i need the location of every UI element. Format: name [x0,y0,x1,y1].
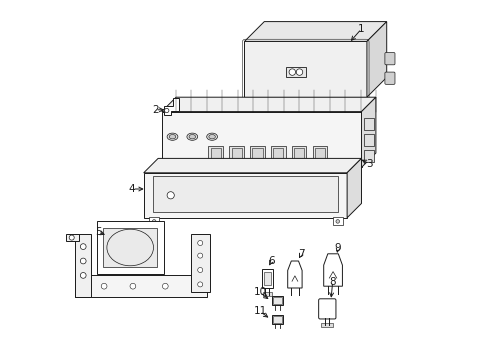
Bar [321,323,333,327]
Circle shape [167,192,174,199]
Polygon shape [366,22,386,97]
Circle shape [197,240,203,246]
Ellipse shape [208,135,215,139]
Text: 9: 9 [334,243,341,253]
Bar [152,176,337,212]
Bar [103,228,157,267]
Text: 8: 8 [329,276,335,287]
Bar [294,148,304,163]
Polygon shape [287,261,302,288]
Circle shape [162,283,168,289]
Circle shape [80,258,86,264]
Bar [364,150,374,162]
Circle shape [164,108,168,113]
Bar [285,67,305,77]
Polygon shape [244,22,386,41]
Ellipse shape [169,135,175,139]
Ellipse shape [186,133,197,140]
FancyBboxPatch shape [384,53,394,65]
Text: 10: 10 [253,287,266,297]
Bar [272,296,283,305]
Polygon shape [162,112,361,167]
Bar [262,292,271,296]
Circle shape [288,69,295,75]
Bar [149,217,159,225]
Bar [208,146,223,166]
Circle shape [335,220,339,223]
Bar [210,148,220,163]
Bar [75,234,91,297]
Polygon shape [162,97,375,112]
Circle shape [69,235,74,240]
Bar [364,118,374,130]
Polygon shape [143,158,361,173]
Polygon shape [346,158,361,218]
Bar [97,221,163,274]
Circle shape [152,220,156,223]
Circle shape [296,69,302,75]
Ellipse shape [167,133,178,140]
Bar [314,148,325,163]
Bar [263,272,270,285]
Circle shape [197,282,203,287]
Bar [364,134,374,146]
Text: 6: 6 [267,256,274,266]
Bar [231,148,241,163]
Text: 1: 1 [357,24,364,34]
Text: 11: 11 [253,306,266,316]
Bar [190,234,210,292]
Bar [273,148,283,163]
Text: 4: 4 [129,184,135,194]
Text: 2: 2 [152,105,158,115]
Polygon shape [244,41,366,97]
Circle shape [130,283,136,289]
Text: 7: 7 [298,249,304,259]
Polygon shape [361,97,375,167]
Polygon shape [163,98,179,115]
Circle shape [80,273,86,278]
Bar [75,275,206,297]
Ellipse shape [206,133,217,140]
Bar [291,146,306,166]
Circle shape [197,253,203,258]
Bar [273,297,282,304]
Polygon shape [143,173,346,218]
Ellipse shape [189,135,195,139]
Text: 5: 5 [95,227,102,237]
Bar [250,146,264,166]
Bar [332,217,342,225]
Polygon shape [66,234,79,241]
Bar [270,146,285,166]
Bar [273,316,282,323]
Bar [312,146,326,166]
Circle shape [197,267,203,273]
Bar [272,315,283,324]
Polygon shape [323,254,342,286]
Circle shape [80,244,86,249]
Circle shape [101,283,107,289]
Bar [261,269,272,288]
Bar [229,146,244,166]
FancyBboxPatch shape [318,299,335,319]
Text: 3: 3 [366,159,372,169]
Bar [252,148,262,163]
FancyBboxPatch shape [384,72,394,84]
